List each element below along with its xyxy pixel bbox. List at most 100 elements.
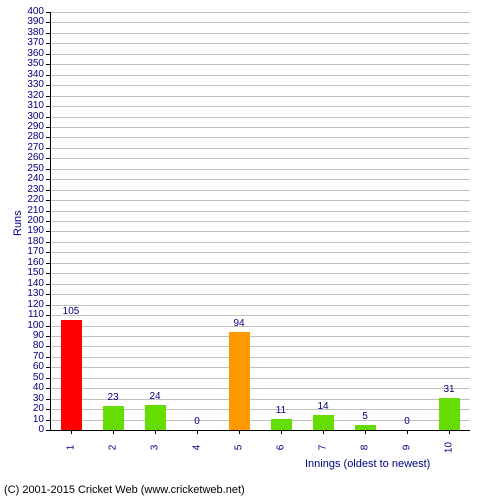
y-tick-label: 90 xyxy=(0,330,44,341)
y-tick-label: 290 xyxy=(0,121,44,132)
gridline xyxy=(50,190,470,191)
y-tick-label: 130 xyxy=(0,288,44,299)
gridline xyxy=(50,388,470,389)
y-tick-label: 250 xyxy=(0,163,44,174)
gridline xyxy=(50,221,470,222)
gridline xyxy=(50,148,470,149)
gridline xyxy=(50,378,470,379)
y-tick-label: 310 xyxy=(0,100,44,111)
y-tick-label: 330 xyxy=(0,79,44,90)
y-tick-label: 80 xyxy=(0,340,44,351)
x-tick-label: 5 xyxy=(234,438,245,458)
y-tick-label: 70 xyxy=(0,351,44,362)
bar-value-label: 14 xyxy=(308,401,338,412)
gridline xyxy=(50,326,470,327)
y-tick-label: 40 xyxy=(0,382,44,393)
bar-value-label: 5 xyxy=(350,411,380,422)
gridline xyxy=(50,336,470,337)
y-tick-label: 240 xyxy=(0,173,44,184)
gridline xyxy=(50,117,470,118)
y-tick-label: 360 xyxy=(0,48,44,59)
y-tick-label: 50 xyxy=(0,372,44,383)
bar xyxy=(229,332,250,430)
bar-value-label: 11 xyxy=(266,405,296,416)
y-tick-label: 220 xyxy=(0,194,44,205)
y-tick-label: 270 xyxy=(0,142,44,153)
gridline xyxy=(50,211,470,212)
y-tick-label: 140 xyxy=(0,278,44,289)
gridline xyxy=(50,106,470,107)
y-tick-label: 150 xyxy=(0,267,44,278)
bar xyxy=(103,406,124,430)
gridline xyxy=(50,22,470,23)
y-tick-label: 300 xyxy=(0,111,44,122)
x-tick-label: 10 xyxy=(444,438,455,458)
gridline xyxy=(50,315,470,316)
y-tick-label: 10 xyxy=(0,414,44,425)
y-tick-label: 390 xyxy=(0,16,44,27)
bar xyxy=(145,405,166,430)
gridline xyxy=(50,294,470,295)
gridline xyxy=(50,96,470,97)
y-tick-label: 230 xyxy=(0,184,44,195)
x-tick-label: 4 xyxy=(192,438,203,458)
y-tick-label: 400 xyxy=(0,6,44,17)
bar-value-label: 24 xyxy=(140,391,170,402)
gridline xyxy=(50,75,470,76)
bar-value-label: 31 xyxy=(434,384,464,395)
y-tick-label: 100 xyxy=(0,320,44,331)
gridline xyxy=(50,127,470,128)
y-tick-label: 180 xyxy=(0,236,44,247)
x-tick-label: 3 xyxy=(150,438,161,458)
gridline xyxy=(50,169,470,170)
y-tick-label: 370 xyxy=(0,37,44,48)
bar-value-label: 0 xyxy=(182,416,212,427)
bar xyxy=(439,398,460,430)
gridline xyxy=(50,179,470,180)
bar xyxy=(313,415,334,430)
gridline xyxy=(50,158,470,159)
gridline xyxy=(50,305,470,306)
bar-value-label: 94 xyxy=(224,318,254,329)
gridline xyxy=(50,64,470,65)
copyright-text: (C) 2001-2015 Cricket Web (www.cricketwe… xyxy=(4,484,245,496)
y-tick-label: 340 xyxy=(0,69,44,80)
chart-container: Runs Innings (oldest to newest) (C) 2001… xyxy=(0,0,500,500)
y-tick-label: 260 xyxy=(0,152,44,163)
bar-value-label: 23 xyxy=(98,392,128,403)
bar xyxy=(61,320,82,430)
bar-value-label: 105 xyxy=(56,306,86,317)
gridline xyxy=(50,43,470,44)
y-tick-label: 120 xyxy=(0,299,44,310)
gridline xyxy=(50,367,470,368)
y-tick-label: 190 xyxy=(0,225,44,236)
gridline xyxy=(50,33,470,34)
gridline xyxy=(50,85,470,86)
y-tick-label: 350 xyxy=(0,58,44,69)
bar xyxy=(271,419,292,430)
gridline xyxy=(50,54,470,55)
y-tick-label: 380 xyxy=(0,27,44,38)
gridline xyxy=(50,252,470,253)
y-tick-label: 0 xyxy=(0,424,44,435)
y-tick-label: 20 xyxy=(0,403,44,414)
y-tick-label: 210 xyxy=(0,205,44,216)
y-tick-label: 60 xyxy=(0,361,44,372)
x-tick-label: 6 xyxy=(276,438,287,458)
x-axis-title: Innings (oldest to newest) xyxy=(305,458,430,470)
gridline xyxy=(50,231,470,232)
y-tick-label: 280 xyxy=(0,131,44,142)
x-axis xyxy=(50,430,470,431)
y-tick-label: 30 xyxy=(0,393,44,404)
gridline xyxy=(50,346,470,347)
gridline xyxy=(50,200,470,201)
x-tick-label: 9 xyxy=(402,438,413,458)
y-axis xyxy=(50,12,51,430)
y-tick-label: 160 xyxy=(0,257,44,268)
gridline xyxy=(50,12,470,13)
bar-value-label: 0 xyxy=(392,416,422,427)
x-tick-label: 1 xyxy=(66,438,77,458)
x-tick-label: 2 xyxy=(108,438,119,458)
gridline xyxy=(50,284,470,285)
x-tick-label: 7 xyxy=(318,438,329,458)
